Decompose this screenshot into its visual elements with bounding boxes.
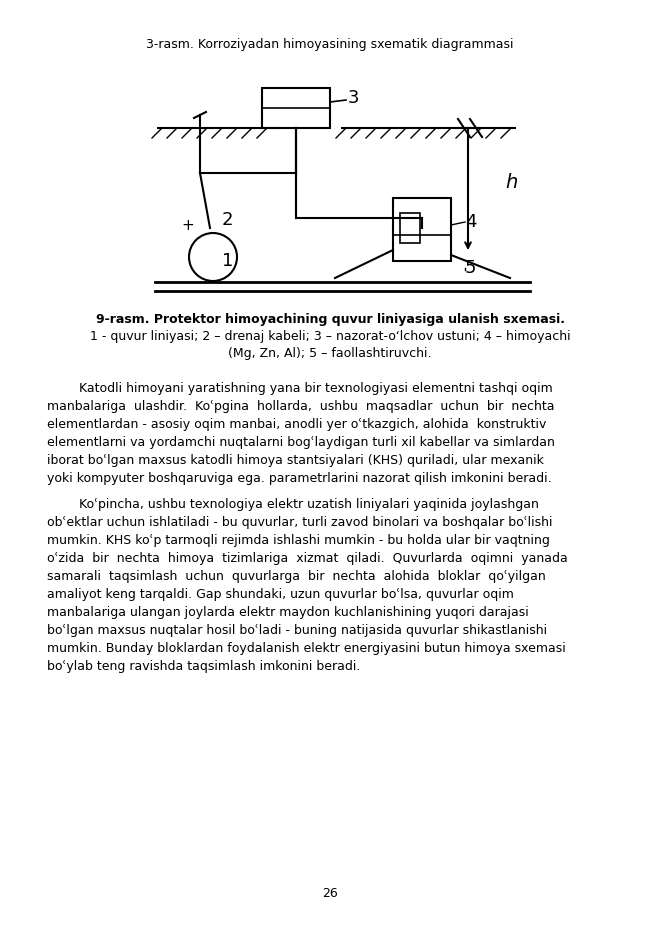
Text: 26: 26 <box>322 887 338 900</box>
Text: manbalariga ulangan joylarda elektr maydon kuchlanishining yuqori darajasi: manbalariga ulangan joylarda elektr mayd… <box>47 606 529 619</box>
Text: elementlardan - asosiy oqim manbai, anodli yer oʿtkazgich, alohida  konstruktiv: elementlardan - asosiy oqim manbai, anod… <box>47 418 547 431</box>
Text: Katodli himoyani yaratishning yana bir texnologiyasi elementni tashqi oqim: Katodli himoyani yaratishning yana bir t… <box>47 382 553 395</box>
Text: 3: 3 <box>348 89 360 107</box>
Text: iborat boʿlgan maxsus katodli himoya stantsiyalari (KHS) quriladi, ular mexanik: iborat boʿlgan maxsus katodli himoya sta… <box>47 454 544 467</box>
Text: 4: 4 <box>465 213 477 231</box>
Text: +: + <box>182 218 194 233</box>
Text: Koʿpincha, ushbu texnologiya elektr uzatish liniyalari yaqinida joylashgan: Koʿpincha, ushbu texnologiya elektr uzat… <box>47 498 539 511</box>
Text: obʿektlar uchun ishlatiladi - bu quvurlar, turli zavod binolari va boshqalar boʿ: obʿektlar uchun ishlatiladi - bu quvurla… <box>47 516 553 529</box>
Text: 2: 2 <box>222 211 233 229</box>
Bar <box>262 88 330 128</box>
Text: mumkin. KHS koʿp tarmoqli rejimda ishlashi mumkin - bu holda ular bir vaqtning: mumkin. KHS koʿp tarmoqli rejimda ishlas… <box>47 534 550 547</box>
Text: 5: 5 <box>465 259 477 277</box>
Text: samarali  taqsimlash  uchun  quvurlarga  bir  nechta  alohida  bloklar  qoʿyilga: samarali taqsimlash uchun quvurlarga bir… <box>47 570 546 583</box>
Text: boʿylab teng ravishda taqsimlash imkonini beradi.: boʿylab teng ravishda taqsimlash imkonin… <box>47 660 360 673</box>
Text: h: h <box>505 172 518 192</box>
Bar <box>393 198 451 261</box>
Text: 9-rasm. Protektor himoyachining quvur liniyasiga ulanish sxemasi.: 9-rasm. Protektor himoyachining quvur li… <box>95 313 564 326</box>
Text: yoki kompyuter boshqaruviga ega. parametrlarini nazorat qilish imkonini beradi.: yoki kompyuter boshqaruviga ega. paramet… <box>47 472 552 485</box>
Text: mumkin. Bunday bloklardan foydalanish elektr energiyasini butun himoya sxemasi: mumkin. Bunday bloklardan foydalanish el… <box>47 642 566 655</box>
Text: manbalariga  ulashdir.  Koʿpgina  hollarda,  ushbu  maqsadlar  uchun  bir  necht: manbalariga ulashdir. Koʿpgina hollarda,… <box>47 400 555 413</box>
Text: oʿzida  bir  nechta  himoya  tizimlariga  xizmat  qiladi.  Quvurlarda  oqimni  y: oʿzida bir nechta himoya tizimlariga xiz… <box>47 552 568 565</box>
Text: boʿlgan maxsus nuqtalar hosil boʿladi - buning natijasida quvurlar shikastlanish: boʿlgan maxsus nuqtalar hosil boʿladi - … <box>47 624 547 637</box>
Text: amaliyot keng tarqaldi. Gap shundaki, uzun quvurlar boʿlsa, quvurlar oqim: amaliyot keng tarqaldi. Gap shundaki, uz… <box>47 588 514 601</box>
Bar <box>400 213 420 243</box>
Text: (Mg, Zn, Al); 5 – faollashtiruvchi.: (Mg, Zn, Al); 5 – faollashtiruvchi. <box>228 347 432 360</box>
Text: 1: 1 <box>222 252 233 270</box>
Text: 3-rasm. Korroziyadan himoyasining sxematik diagrammasi: 3-rasm. Korroziyadan himoyasining sxemat… <box>146 38 514 51</box>
Text: 1 - quvur liniyasi; 2 – drenaj kabeli; 3 – nazorat-oʻlchov ustuni; 4 – himoyachi: 1 - quvur liniyasi; 2 – drenaj kabeli; 3… <box>90 330 570 343</box>
Text: elementlarni va yordamchi nuqtalarni bogʿlaydigan turli xil kabellar va simlarda: elementlarni va yordamchi nuqtalarni bog… <box>47 436 555 449</box>
Circle shape <box>189 233 237 281</box>
